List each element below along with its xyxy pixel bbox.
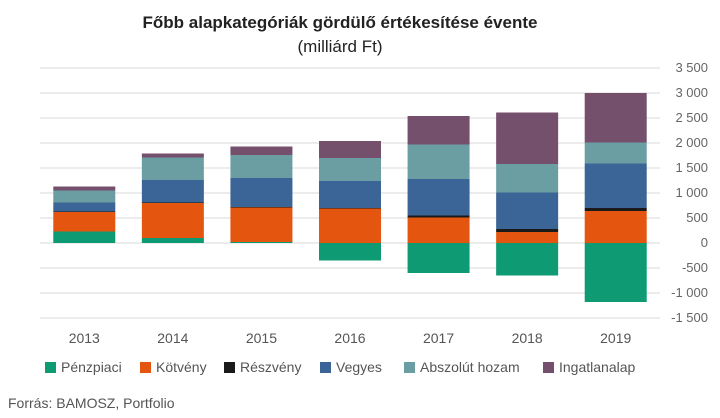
- x-tick-label: 2018: [512, 330, 543, 346]
- legend-label: Pénzpiaci: [61, 359, 122, 375]
- bar-2014-series-4: [141, 157, 204, 180]
- y-tick-label: 3 500: [675, 60, 708, 75]
- legend-label: Vegyes: [336, 359, 382, 375]
- legend-label: Ingatlanalap: [559, 359, 636, 375]
- x-tick-label: 2013: [69, 330, 100, 346]
- bar-2018-series-4: [496, 164, 559, 193]
- x-tick-label: 2016: [334, 330, 365, 346]
- bar-2017-series-4: [407, 144, 470, 179]
- y-tick-label: 3 000: [675, 85, 708, 100]
- bar-2017-series-0: [407, 243, 470, 273]
- bar-2013-series-0: [53, 231, 116, 243]
- y-tick-label: -1 000: [671, 285, 708, 300]
- bar-2015-series-0: [230, 242, 293, 243]
- legend-label: Részvény: [240, 359, 301, 375]
- bar-2013-series-4: [53, 190, 116, 203]
- legend: Pénzpiaci Kötvény Részvény Vegyes Abszolút h…: [45, 359, 636, 375]
- legend-label: Abszolút hozam: [420, 359, 520, 375]
- bar-2016-series-3: [319, 181, 381, 208]
- bar-2019-series-3: [584, 163, 647, 208]
- bar-2013-series-5: [53, 186, 116, 191]
- y-tick-label: -500: [682, 260, 708, 275]
- chart-title: Főbb alapkategóriák gördülő értékesítése…: [143, 13, 538, 32]
- bar-2014-series-5: [141, 153, 204, 158]
- y-tick-label: 2 500: [675, 110, 708, 125]
- bar-2019-series-2: [584, 208, 647, 211]
- bar-2019-series-1: [584, 211, 647, 243]
- legend-swatch: [404, 362, 415, 373]
- bar-2013-series-3: [53, 202, 116, 212]
- legend-swatch: [543, 362, 554, 373]
- bar-2014-series-2: [141, 202, 204, 203]
- y-axis: -1 500 -1 000 -500 0 500 1 000 1 500 2 000 2 500…: [671, 60, 708, 325]
- source-note: Forrás: BAMOSZ, Portfolio: [8, 395, 175, 411]
- bar-2015-series-5: [230, 146, 293, 155]
- legend-label: Kötvény: [156, 359, 207, 375]
- bar-2019-series-0: [584, 243, 647, 302]
- bar-2014-series-1: [141, 203, 204, 238]
- x-tick-label: 2015: [246, 330, 277, 346]
- bar-2016-series-5: [319, 141, 381, 158]
- bar-2016-series-4: [319, 158, 381, 181]
- bar-2015-series-2: [230, 207, 293, 208]
- legend-swatch: [45, 362, 56, 373]
- bar-2018-series-3: [496, 192, 559, 229]
- y-tick-label: 2 000: [675, 135, 708, 150]
- legend-swatch: [224, 362, 235, 373]
- bar-2014-series-3: [141, 180, 204, 203]
- bar-2018-series-0: [496, 243, 559, 276]
- bar-2017-series-2: [407, 215, 470, 218]
- y-tick-label: 1 500: [675, 160, 708, 175]
- bar-2018-series-1: [496, 232, 559, 243]
- bar-2019-series-5: [584, 93, 647, 143]
- bar-2015-series-3: [230, 178, 293, 207]
- bar-2015-series-4: [230, 155, 293, 178]
- bar-2018-series-2: [496, 229, 559, 232]
- bar-2017-series-1: [407, 217, 470, 243]
- bar-2018-series-5: [496, 112, 559, 164]
- bar-2016-series-2: [319, 208, 381, 209]
- y-tick-label: -1 500: [671, 310, 708, 325]
- legend-swatch: [140, 362, 151, 373]
- chart-subtitle: (milliárd Ft): [298, 37, 383, 56]
- bar-2013-series-2: [53, 211, 116, 212]
- bars: [53, 93, 647, 302]
- bar-2017-series-3: [407, 179, 470, 216]
- bar-2019-series-4: [584, 142, 647, 164]
- bar-2014-series-0: [141, 238, 204, 243]
- y-tick-label: 0: [701, 235, 708, 250]
- bar-2016-series-0: [319, 243, 381, 261]
- bar-2015-series-1: [230, 207, 293, 242]
- x-axis: 2013 2014 2015 2016 2017 2018 2019: [69, 330, 632, 346]
- legend-swatch: [320, 362, 331, 373]
- y-tick-label: 500: [686, 210, 708, 225]
- bar-2013-series-1: [53, 212, 116, 232]
- y-tick-label: 1 000: [675, 185, 708, 200]
- x-tick-label: 2014: [157, 330, 188, 346]
- bar-2016-series-1: [319, 208, 381, 243]
- x-tick-label: 2019: [600, 330, 631, 346]
- bar-2017-series-5: [407, 116, 470, 145]
- x-tick-label: 2017: [423, 330, 454, 346]
